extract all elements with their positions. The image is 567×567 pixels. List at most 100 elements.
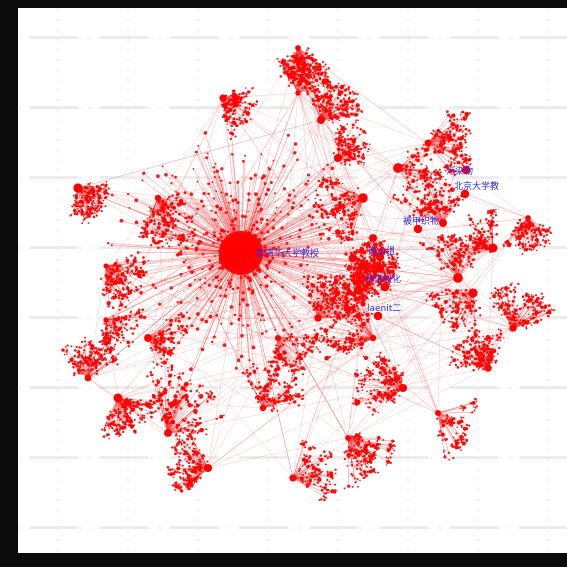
grid-dot [197, 19, 199, 21]
watermark-mark [380, 526, 428, 529]
grid-dot [89, 387, 91, 389]
grid-dot [477, 169, 479, 171]
grid-dot [547, 269, 549, 271]
grid-dot [477, 509, 479, 511]
grid-dot [407, 409, 409, 411]
grid-dot [197, 79, 199, 81]
grid-dot [499, 317, 501, 319]
grid-dot [547, 509, 549, 511]
grid-dot [547, 149, 549, 151]
grid-dot [197, 179, 199, 181]
grid-dot [337, 49, 339, 51]
grid-dot [547, 339, 549, 341]
network-graph[interactable]: 污染物 北京大学教 被甲织物 加清华大学教授 南山组 林诺强化 laenit二 [18, 8, 567, 553]
grid-dot [267, 209, 269, 211]
grid-dot [127, 19, 129, 21]
grid-dot [127, 9, 129, 11]
grid-dot [127, 339, 129, 341]
grid-dot [547, 549, 549, 551]
grid-dot [547, 409, 549, 411]
grid-dot [89, 177, 91, 179]
grid-dot [337, 369, 339, 371]
grid-dot [477, 399, 479, 401]
grid-dot [149, 387, 151, 389]
grid-dot [57, 29, 59, 31]
grid-dot [229, 37, 231, 39]
grid-dot [57, 379, 59, 381]
grid-dot [337, 169, 339, 171]
grid-dot [19, 177, 21, 179]
grid-dot [477, 39, 479, 41]
grid-dot [57, 129, 59, 131]
grid-dot [547, 259, 549, 261]
grid-dot [197, 149, 199, 151]
grid-dot [359, 37, 361, 39]
grid-dot [337, 199, 339, 201]
grid-dot [267, 489, 269, 491]
grid-dot [299, 107, 301, 109]
grid-dot [407, 309, 409, 311]
grid-dot [547, 39, 549, 41]
grid-dot [477, 99, 479, 101]
grid-dot [197, 99, 199, 101]
grid-dot [57, 209, 59, 211]
grid-dot [407, 9, 409, 11]
grid-dot [477, 189, 479, 191]
grid-dot [477, 89, 479, 91]
grid-dot [477, 269, 479, 271]
grid-dot [127, 79, 129, 81]
grid-dot [127, 489, 129, 491]
grid-dot [407, 499, 409, 501]
grid-dot [407, 119, 409, 121]
grid-dot [359, 457, 361, 459]
grid-dot [547, 49, 549, 51]
grid-dot [407, 289, 409, 291]
grid-dot [547, 439, 549, 441]
grid-dot [57, 519, 59, 521]
grid-dot [79, 387, 81, 389]
grid-dot [57, 359, 59, 361]
grid-dot [407, 539, 409, 541]
grid-dot [337, 499, 339, 501]
grid-dot [127, 59, 129, 61]
grid-dot [337, 39, 339, 41]
grid-dot [477, 479, 479, 481]
grid-dot [547, 379, 549, 381]
grid-dot [149, 527, 151, 529]
grid-dot [19, 387, 21, 389]
watermark-mark [100, 106, 148, 109]
grid-dot [407, 249, 409, 251]
grid-dot [127, 69, 129, 71]
grid-dot [197, 439, 199, 441]
grid-dot [547, 209, 549, 211]
graph-canvas-panel[interactable]: 污染物 北京大学教 被甲织物 加清华大学教授 南山组 林诺强化 laenit二 [18, 8, 567, 553]
grid-dot [267, 319, 269, 321]
grid-dot [439, 317, 441, 319]
grid-dot [547, 489, 549, 491]
grid-dot [127, 209, 129, 211]
grid-dot [299, 387, 301, 389]
grid-dot [407, 479, 409, 481]
grid-dot [369, 107, 371, 109]
grid-dot [219, 457, 221, 459]
grid-dot [477, 529, 479, 531]
grid-dot [547, 179, 549, 181]
grid-dot [127, 349, 129, 351]
grid-dot [547, 519, 549, 521]
grid-dot [337, 389, 339, 391]
grid-dot [79, 247, 81, 249]
grid-dot [57, 249, 59, 251]
watermark-mark [30, 36, 78, 39]
grid-dot [289, 177, 291, 179]
watermark-mark [170, 106, 218, 109]
grid-dot [57, 259, 59, 261]
grid-dot [477, 79, 479, 81]
watermark-mark [520, 106, 567, 109]
grid-dot [477, 59, 479, 61]
grid-dot [57, 389, 59, 391]
grid-dot [127, 99, 129, 101]
grid-dot [407, 149, 409, 151]
grid-dot [407, 369, 409, 371]
grid-dot [57, 9, 59, 11]
grid-dot [407, 379, 409, 381]
